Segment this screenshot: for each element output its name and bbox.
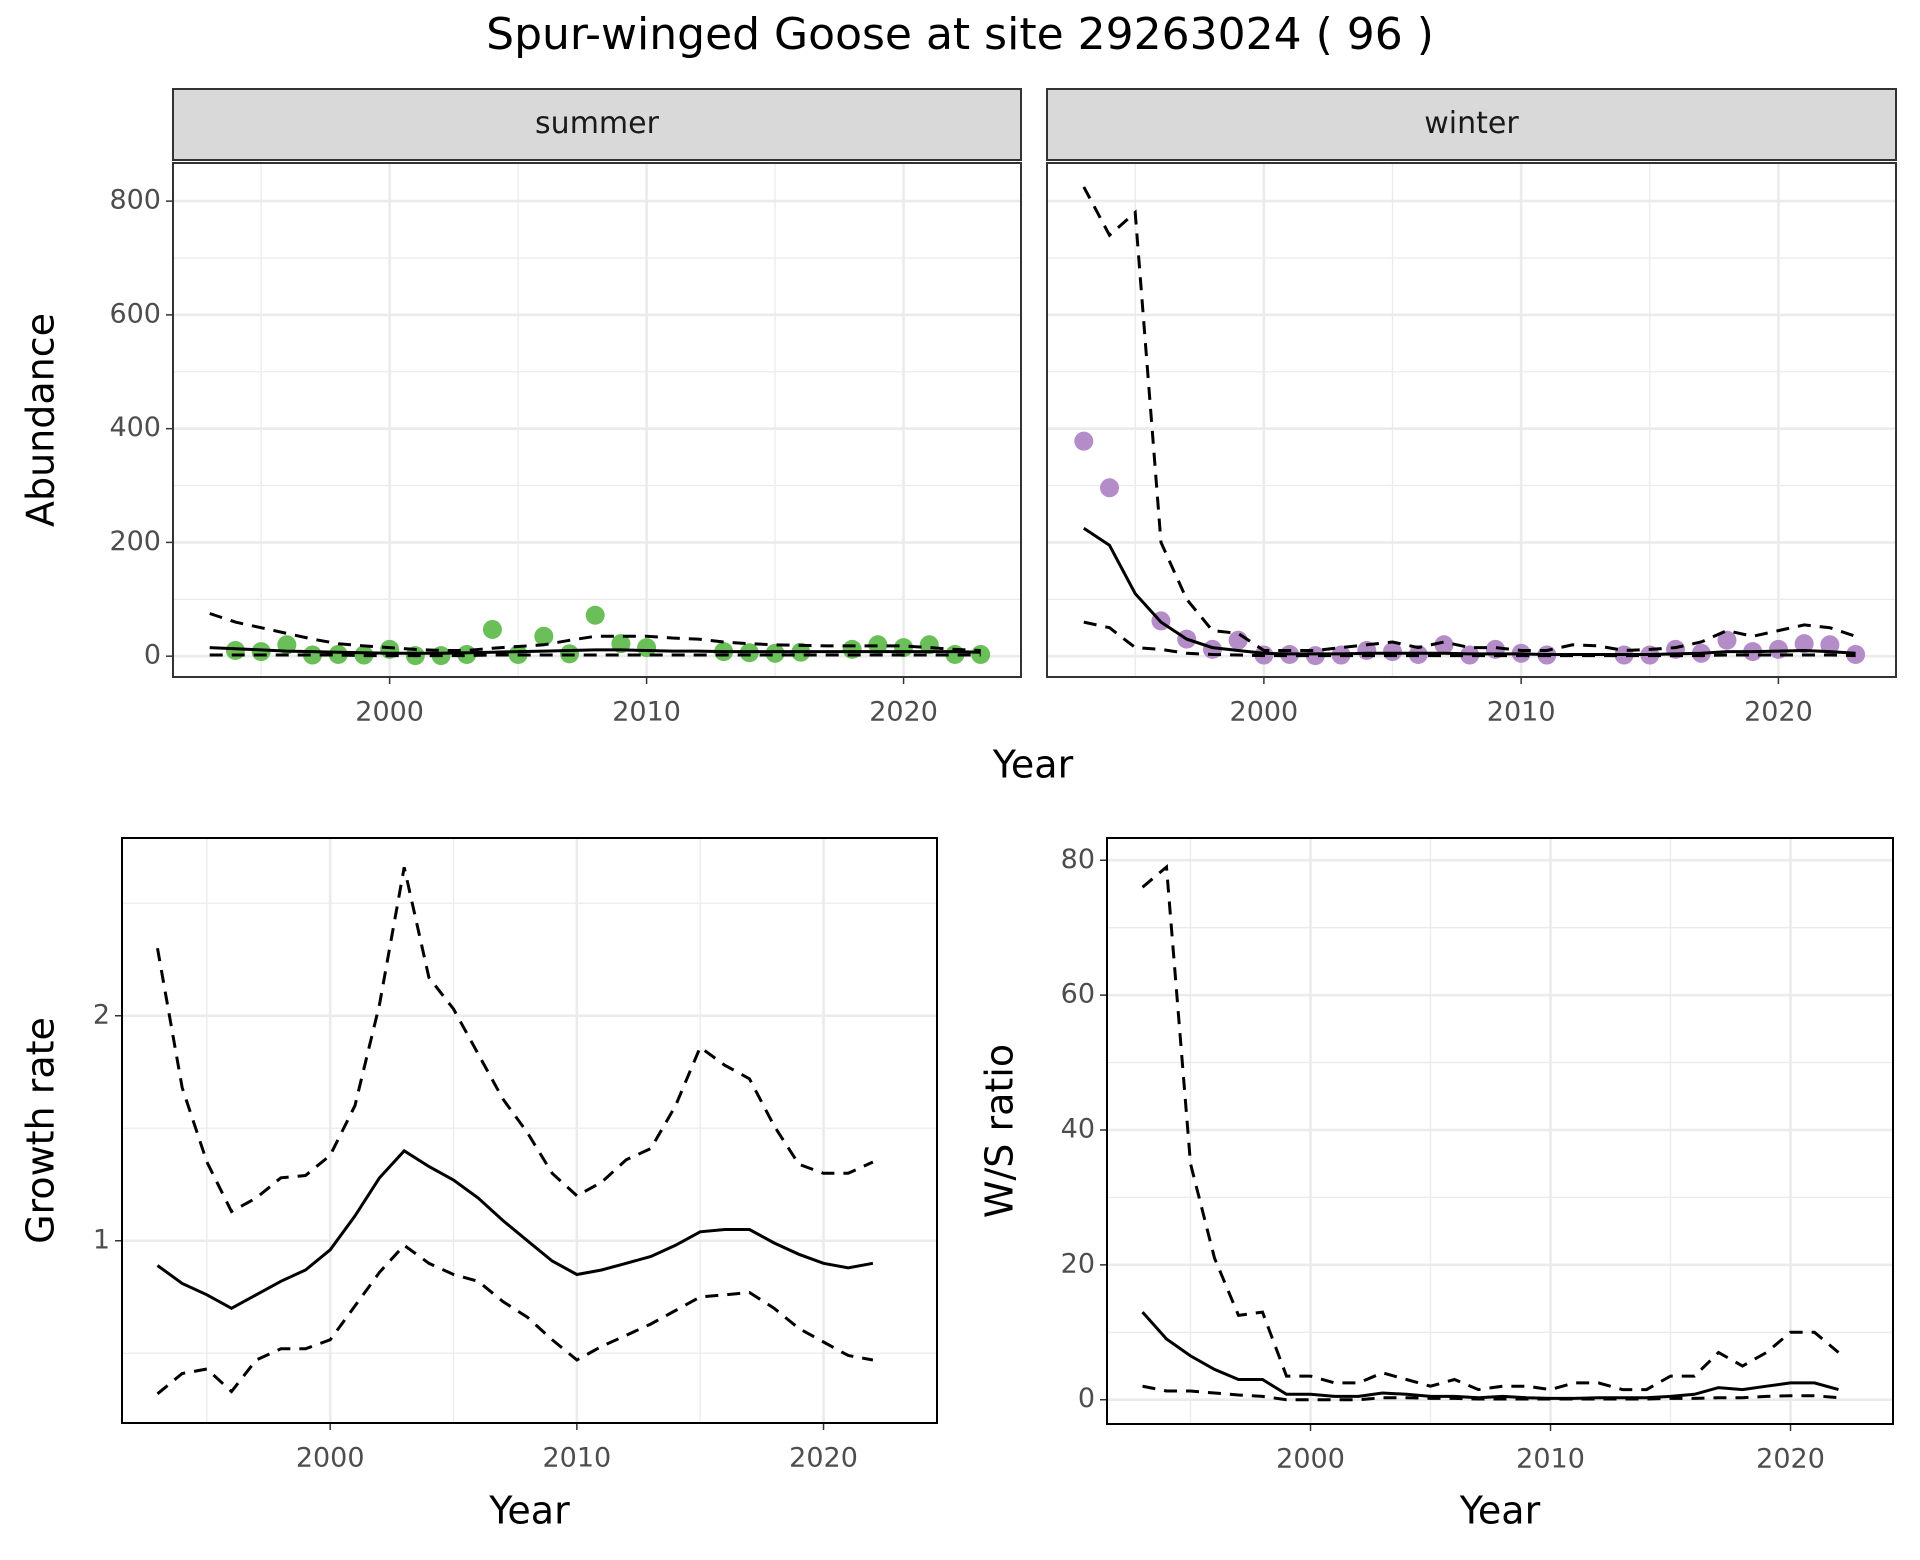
trend-line [156, 1148, 874, 1311]
y-tick-label: 80 [1061, 844, 1095, 875]
trend-line [1082, 526, 1856, 656]
y-axis-title: Growth rate [19, 1017, 63, 1244]
data-point [1820, 635, 1840, 655]
facet-label: winter [1424, 106, 1519, 141]
x-axis-title: Year [488, 1489, 570, 1533]
data-point [1434, 635, 1454, 655]
y-tick-label: 20 [1061, 1248, 1095, 1279]
interval-line [1141, 863, 1840, 1392]
data-point [1228, 630, 1248, 650]
facet-label: summer [535, 106, 660, 141]
y-tick-label: 40 [1061, 1113, 1095, 1144]
x-tick-label: 2010 [1487, 697, 1556, 728]
y-tick-label: 600 [109, 298, 161, 329]
data-point [534, 626, 554, 646]
y-axis-title: W/S ratio [978, 1044, 1022, 1218]
x-tick-label: 2010 [543, 1443, 612, 1474]
interval-line [1142, 1384, 1839, 1402]
data-point [765, 643, 785, 663]
x-axis-title: Year [1459, 1489, 1541, 1533]
facet-strip [172, 88, 1022, 161]
y-tick-label: 0 [144, 640, 161, 671]
y-tick-label: 800 [109, 185, 161, 216]
data-point [328, 644, 348, 664]
data-point [1717, 630, 1737, 650]
x-tick-label: 2010 [1516, 1444, 1585, 1475]
x-tick-label: 2000 [355, 697, 424, 728]
x-tick-label: 2010 [612, 697, 681, 728]
x-tick-label: 2000 [296, 1443, 365, 1474]
x-tick-label: 2000 [1230, 697, 1299, 728]
data-point [868, 635, 888, 655]
data-point [1100, 478, 1120, 498]
y-axis-title: Abundance [19, 313, 63, 527]
y-tick-label: 2 [93, 999, 110, 1030]
x-tick-label: 2020 [869, 697, 938, 728]
panel-border [1046, 162, 1897, 678]
facet-strip [1046, 88, 1897, 161]
data-point [585, 605, 605, 625]
y-tick-label: 60 [1061, 979, 1095, 1010]
panel-border [121, 837, 938, 1424]
trend-line [1141, 1311, 1839, 1400]
x-tick-label: 2020 [1756, 1444, 1825, 1475]
x-tick-label: 2000 [1276, 1444, 1345, 1475]
y-tick-label: 200 [109, 526, 161, 557]
data-point [919, 635, 939, 655]
data-point [1074, 431, 1094, 451]
trend-line [209, 646, 981, 655]
interval-line [209, 612, 981, 652]
x-tick-label: 2020 [789, 1443, 858, 1474]
data-point [1794, 634, 1814, 654]
interval-line [1082, 186, 1857, 653]
figure-title: Spur-winged Goose at site 29263024 ( 96 … [486, 9, 1434, 60]
y-tick-label: 1 [93, 1224, 110, 1255]
panel-border [1106, 837, 1894, 1425]
y-tick-label: 0 [1078, 1383, 1095, 1414]
interval-line [156, 1243, 874, 1395]
interval-line [156, 866, 874, 1214]
panel-border [172, 162, 1022, 678]
x-axis-title: Year [992, 743, 1074, 787]
interval-line [209, 653, 981, 658]
interval-line [1083, 620, 1856, 658]
y-tick-label: 400 [109, 412, 161, 443]
data-point [637, 638, 657, 658]
x-tick-label: 2020 [1744, 697, 1813, 728]
data-point [482, 619, 502, 639]
